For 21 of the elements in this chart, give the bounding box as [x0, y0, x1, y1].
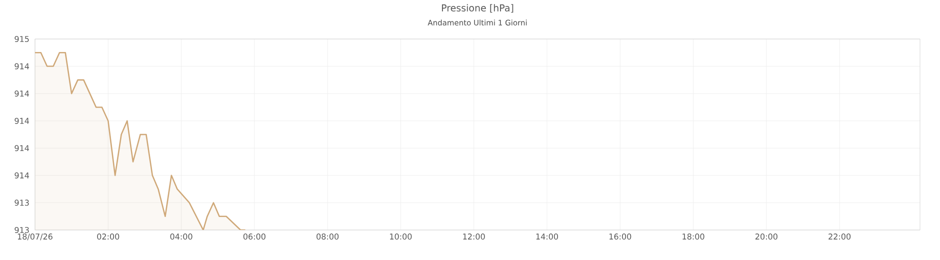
y-tick-label: 914 [14, 118, 30, 124]
y-tick-label: 914 [14, 63, 30, 70]
y-tick-label: 915 [14, 36, 29, 42]
x-tick-label: 16:00 [609, 234, 632, 240]
x-tick-label: 18:00 [682, 234, 704, 240]
x-tick-label: 20:00 [755, 234, 778, 240]
y-tick-label: 913 [14, 226, 29, 234]
x-tick-label: 18/07/26 [18, 234, 52, 240]
x-tick-label: 10:00 [390, 234, 412, 240]
x-tick-label: 22:00 [828, 234, 851, 240]
chart-title: Pressione [hPa] [442, 4, 514, 13]
y-tick-label: 914 [14, 90, 30, 97]
y-tick-label: 914 [14, 172, 30, 178]
x-tick-label: 02:00 [97, 234, 120, 240]
x-tick-label: 08:00 [316, 234, 339, 240]
y-tick-label: 913 [14, 200, 29, 206]
y-tick-label: 914 [14, 145, 30, 152]
x-tick-label: 12:00 [463, 234, 485, 240]
x-tick-label: 06:00 [243, 234, 266, 240]
x-tick-label: 14:00 [536, 234, 558, 240]
x-tick-label: 04:00 [170, 234, 192, 240]
